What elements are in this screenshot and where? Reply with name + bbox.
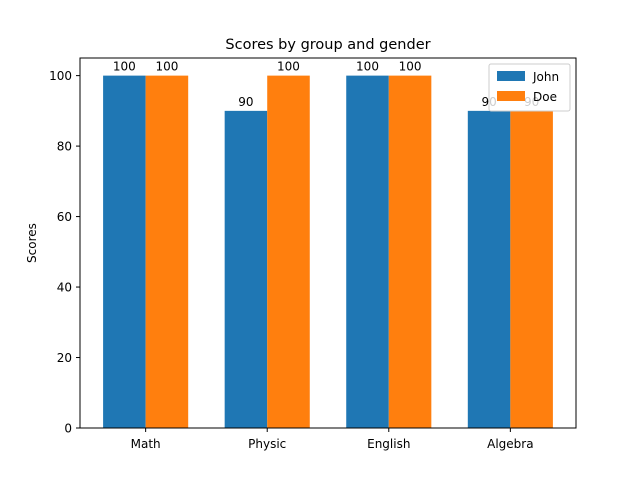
y-tick-label: 100 xyxy=(49,69,72,83)
legend-label-john: John xyxy=(532,70,559,84)
ticks-layer: 0 20 40 60 80 100 Math Physic English Algebra xyxy=(49,69,533,451)
bar-value-label: 100 xyxy=(356,60,379,74)
chart-title: Scores by group and gender xyxy=(225,37,430,53)
bar-value-label: 100 xyxy=(113,60,136,74)
y-tick-label: 60 xyxy=(57,210,72,224)
y-axis-label: Scores xyxy=(25,223,39,263)
legend: John Doe xyxy=(488,63,571,112)
y-tick-label: 40 xyxy=(57,281,72,295)
bar-john-math xyxy=(103,75,146,428)
x-tick-label: Algebra xyxy=(487,437,533,451)
bar-value-label: 90 xyxy=(238,95,253,109)
x-tick-label: Math xyxy=(131,437,161,451)
bar-john-algebra xyxy=(467,110,511,428)
bar-doe-english xyxy=(388,75,432,428)
bar-doe-physic xyxy=(267,75,310,428)
bar-john-english xyxy=(346,75,389,428)
x-tick-label: English xyxy=(367,437,410,451)
y-tick-label: 80 xyxy=(57,140,72,154)
x-tick-label: Physic xyxy=(248,437,286,451)
legend-swatch-doe xyxy=(497,91,525,101)
legend-label-doe: Doe xyxy=(533,90,557,104)
y-tick-label: 20 xyxy=(57,351,72,365)
bar-doe-math xyxy=(145,75,189,428)
y-tick-label: 0 xyxy=(64,422,72,436)
bar-doe-algebra xyxy=(510,110,553,428)
bar-john-physic xyxy=(224,110,268,428)
bar-value-label: 100 xyxy=(399,60,422,74)
plot-frame xyxy=(79,57,577,429)
bar-value-label: 100 xyxy=(155,60,178,74)
bar-value-label: 100 xyxy=(277,60,300,74)
bars-layer xyxy=(103,75,553,428)
legend-swatch-john xyxy=(497,71,525,81)
